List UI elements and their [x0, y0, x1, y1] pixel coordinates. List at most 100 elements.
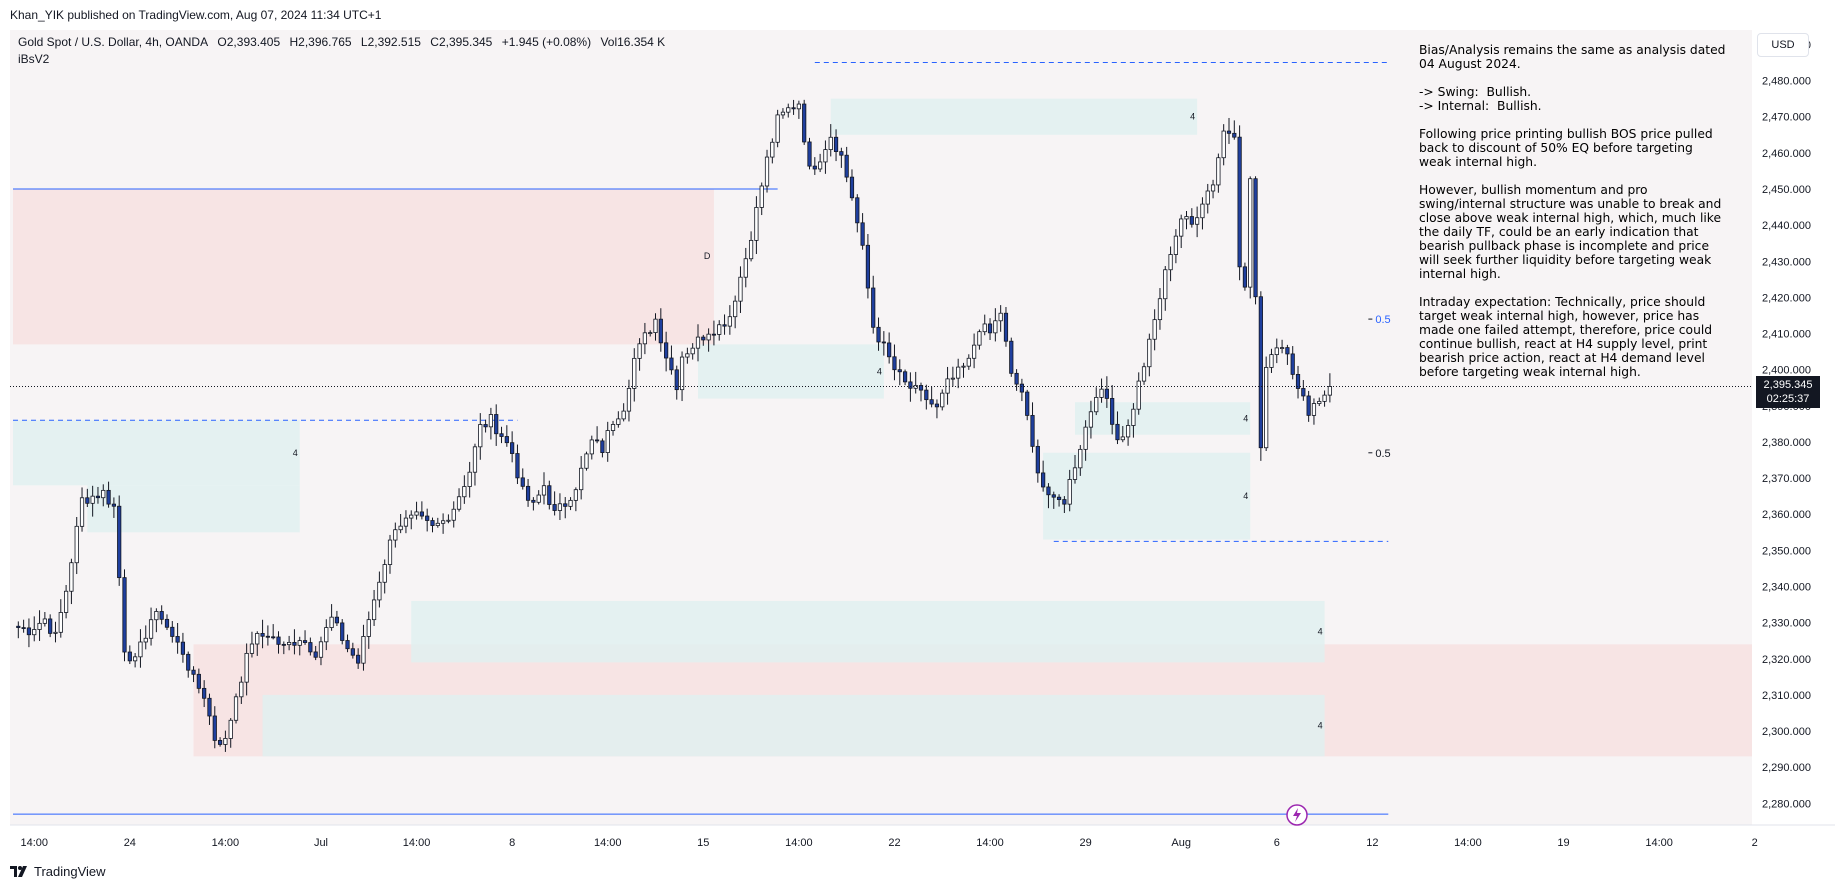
candle-body[interactable] [791, 107, 796, 110]
candle-body[interactable] [844, 154, 849, 178]
candle-body[interactable] [53, 631, 58, 634]
candle-body[interactable] [398, 525, 403, 531]
candle-body[interactable] [860, 222, 865, 246]
candle-body[interactable] [1306, 395, 1311, 416]
candle-body[interactable] [265, 635, 270, 638]
candle-body[interactable] [1147, 338, 1152, 368]
candle-body[interactable] [1189, 216, 1194, 225]
candle-body[interactable] [409, 514, 414, 519]
candle-body[interactable] [605, 430, 610, 453]
candle-body[interactable] [244, 652, 249, 683]
candle-body[interactable] [722, 324, 727, 327]
candle-body[interactable] [1248, 178, 1253, 288]
candle-body[interactable] [393, 529, 398, 541]
candle-body[interactable] [1285, 347, 1290, 355]
candle-body[interactable] [133, 656, 138, 662]
candle-body[interactable] [600, 440, 605, 453]
candle-body[interactable] [908, 381, 913, 389]
candle-body[interactable] [233, 696, 239, 721]
candle-body[interactable] [382, 564, 387, 583]
candle-body[interactable] [1195, 217, 1200, 225]
candle-body[interactable] [701, 336, 706, 341]
candle-body[interactable] [1110, 398, 1115, 425]
candle-body[interactable] [366, 619, 371, 637]
candle-body[interactable] [58, 612, 63, 633]
tradingview-logo[interactable]: TradingView [10, 864, 106, 879]
candle-body[interactable] [101, 489, 106, 499]
candle-body[interactable] [345, 640, 350, 650]
indicator-label[interactable]: iBsV2 [18, 52, 50, 66]
symbol-name[interactable]: Gold Spot / U.S. Dollar, 4h, OANDA [18, 35, 209, 49]
candle-body[interactable] [106, 489, 111, 505]
candle-body[interactable] [117, 505, 122, 579]
candle-body[interactable] [717, 324, 722, 335]
candle-body[interactable] [488, 414, 494, 428]
candle-body[interactable] [780, 111, 786, 116]
candle-body[interactable] [807, 141, 812, 167]
candle-body[interactable] [584, 453, 589, 469]
candle-body[interactable] [239, 681, 244, 698]
candle-body[interactable] [520, 477, 525, 487]
candle-body[interactable] [1120, 436, 1125, 441]
candle-body[interactable] [1205, 190, 1210, 205]
candle-body[interactable] [504, 436, 509, 444]
candle-body[interactable] [849, 176, 855, 199]
candle-body[interactable] [881, 341, 886, 344]
candle-body[interactable] [446, 519, 451, 522]
candle-body[interactable] [1131, 408, 1136, 426]
candle-body[interactable] [748, 239, 754, 260]
candle-body[interactable] [966, 357, 971, 367]
candle-body[interactable] [1279, 347, 1285, 349]
candle-body[interactable] [632, 357, 637, 389]
candle-body[interactable] [1115, 423, 1120, 441]
candle-body[interactable] [982, 323, 987, 333]
candle-body[interactable] [143, 637, 148, 643]
candle-body[interactable] [1179, 218, 1184, 237]
candle-body[interactable] [940, 392, 945, 408]
candle-body[interactable] [122, 577, 127, 653]
candle-body[interactable] [557, 503, 563, 511]
candle-body[interactable] [164, 618, 170, 628]
candle-body[interactable] [536, 494, 541, 503]
candle-body[interactable] [653, 318, 658, 334]
candle-body[interactable] [626, 387, 632, 412]
candle-body[interactable] [1269, 354, 1274, 368]
candle-body[interactable] [260, 633, 265, 637]
candle-body[interactable] [1216, 157, 1221, 186]
candle-body[interactable] [839, 151, 844, 156]
candle-body[interactable] [727, 316, 732, 327]
candle-body[interactable] [743, 258, 748, 278]
price-chart[interactable]: D 4 4 4 4 4 4 4 0.5 0.5 2,280.000 2,290.000 2,300.… [0, 0, 1835, 862]
candle-body[interactable] [1014, 372, 1019, 385]
candle-body[interactable] [977, 331, 982, 346]
candle-body[interactable] [361, 636, 366, 664]
candle-body[interactable] [95, 495, 101, 499]
candle-body[interactable] [1311, 403, 1317, 416]
candle-body[interactable] [764, 156, 770, 187]
candle-body[interactable] [733, 300, 738, 318]
candle-body[interactable] [1322, 394, 1327, 402]
candle-body[interactable] [1088, 411, 1094, 428]
candle-body[interactable] [308, 642, 313, 653]
candle-body[interactable] [865, 244, 871, 289]
candle-body[interactable] [1003, 312, 1009, 342]
candle-body[interactable] [472, 446, 478, 473]
currency-button[interactable]: USD [1757, 33, 1809, 57]
candle-body[interactable] [1019, 383, 1025, 393]
candle-body[interactable] [621, 410, 626, 420]
candle-body[interactable] [74, 525, 79, 564]
candle-body[interactable] [595, 439, 600, 442]
candle-body[interactable] [1237, 136, 1242, 268]
candle-body[interactable] [515, 453, 520, 479]
candle-body[interactable] [897, 369, 902, 373]
candle-body[interactable] [616, 418, 621, 425]
candle-body[interactable] [775, 114, 780, 143]
candle-body[interactable] [531, 499, 536, 503]
candle-body[interactable] [1083, 426, 1088, 450]
candle-body[interactable] [170, 626, 175, 637]
candle-body[interactable] [186, 653, 191, 671]
candle-body[interactable] [547, 485, 552, 505]
candle-body[interactable] [637, 343, 642, 359]
candle-body[interactable] [552, 504, 557, 511]
candle-body[interactable] [430, 520, 435, 526]
